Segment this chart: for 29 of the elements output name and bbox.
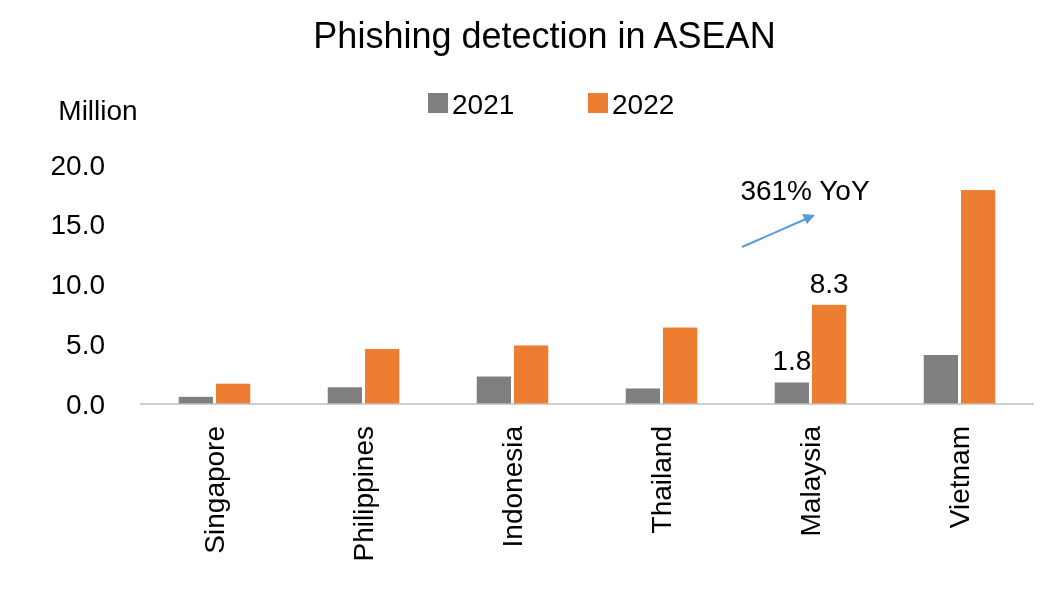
bar	[327, 387, 363, 404]
x-tick-label: Thailand	[646, 426, 677, 534]
bar	[625, 388, 661, 404]
bar	[960, 190, 996, 404]
bar	[662, 327, 698, 404]
y-tick-label: 5.0	[66, 328, 105, 360]
y-axis-title: Million	[58, 95, 138, 126]
bar	[811, 304, 847, 404]
bar	[774, 382, 810, 404]
y-tick-label: 0.0	[66, 388, 105, 420]
legend-label: 2021	[452, 89, 515, 120]
y-tick-label: 10.0	[50, 269, 105, 300]
annotation: 361% YoY	[740, 175, 870, 206]
x-tick-label: Vietnam	[944, 426, 975, 529]
bar	[364, 349, 400, 404]
x-tick-label: Indonesia	[497, 425, 528, 548]
bar	[923, 355, 959, 404]
bar	[513, 345, 549, 404]
legend-label: 2022	[612, 89, 675, 120]
x-tick-label: Philippines	[348, 426, 379, 562]
bar	[476, 376, 512, 404]
data-label: 8.3	[809, 267, 849, 299]
bar	[215, 383, 251, 404]
chart-title: Phishing detection in ASEAN	[313, 15, 776, 56]
x-tick-label: Singapore	[199, 426, 230, 554]
x-tick-label: Malaysia	[795, 425, 826, 537]
y-tick-label: 15.0	[50, 209, 105, 241]
data-label: 1.8	[772, 345, 812, 377]
y-tick-label: 20.0	[50, 149, 105, 181]
